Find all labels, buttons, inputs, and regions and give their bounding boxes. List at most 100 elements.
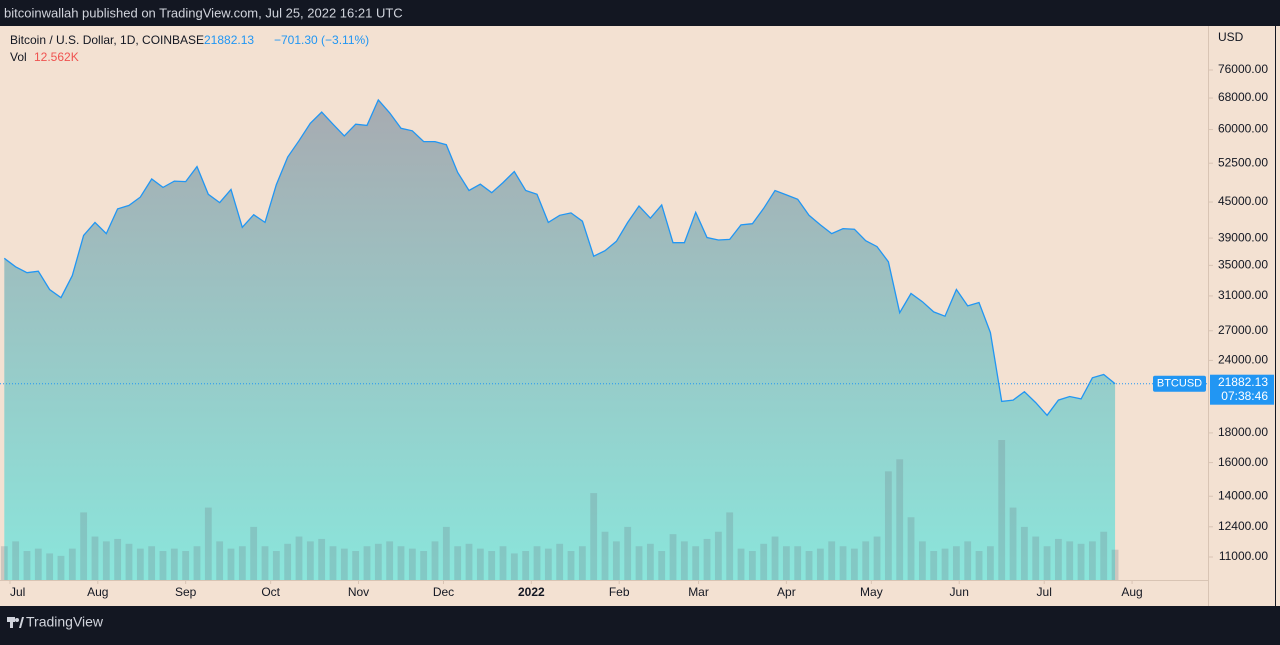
volume-bar — [896, 459, 904, 580]
volume-bar — [250, 526, 258, 580]
publisher: bitcoinwallah published on TradingView.c… — [4, 5, 403, 20]
volume-bar — [397, 546, 405, 580]
volume-bar — [91, 536, 99, 580]
y-tick-label: 31000.00 — [1218, 288, 1268, 302]
volume-bar — [272, 551, 280, 580]
volume-bar — [227, 548, 235, 580]
volume-bar — [465, 543, 473, 580]
legend-price: 21882.13 — [204, 33, 254, 47]
volume-bar — [125, 543, 133, 580]
volume-bar — [340, 548, 348, 580]
footer-bar — [0, 606, 1280, 640]
volume-bar — [1100, 531, 1108, 580]
y-tick-label: 16000.00 — [1218, 455, 1268, 469]
legend-vol-name: Vol — [10, 50, 27, 64]
x-tick-label: Oct — [261, 585, 280, 599]
volume-bar — [873, 536, 881, 580]
volume-bar — [148, 546, 156, 580]
volume-bar — [170, 548, 178, 580]
volume-bar — [850, 548, 858, 580]
volume-bar — [261, 546, 269, 580]
volume-bar — [102, 541, 110, 580]
volume-bar — [669, 534, 677, 580]
volume-bar — [284, 543, 292, 580]
volume-bar — [68, 548, 76, 580]
volume-bar — [57, 555, 65, 580]
volume-bar — [703, 538, 711, 580]
volume-bar — [510, 553, 518, 580]
y-tick-label: 45000.00 — [1218, 194, 1268, 208]
volume-bar — [522, 551, 530, 580]
volume-bar — [454, 546, 462, 580]
volume-bar — [646, 543, 654, 580]
x-tick-label: Mar — [688, 585, 709, 599]
volume-bar — [1077, 543, 1085, 580]
volume-bar — [374, 543, 382, 580]
y-tick-label: 68000.00 — [1218, 90, 1268, 104]
volume-bar — [862, 541, 870, 580]
countdown-label: 07:38:46 — [1221, 389, 1268, 403]
x-tick-label: Sep — [175, 585, 197, 599]
x-tick-label: Dec — [433, 585, 454, 599]
volume-bar — [431, 541, 439, 580]
y-tick-label: 27000.00 — [1218, 323, 1268, 337]
volume-bar — [442, 526, 450, 580]
volume-bar — [408, 548, 416, 580]
volume-bar — [1009, 507, 1017, 580]
volume-bar — [193, 546, 201, 580]
volume-bar — [1043, 546, 1051, 580]
y-tick-label: 76000.00 — [1218, 62, 1268, 76]
volume-bar — [760, 543, 768, 580]
volume-bar — [34, 548, 42, 580]
volume-bar — [306, 541, 314, 580]
volume-bar — [216, 541, 224, 580]
legend-title: Bitcoin / U.S. Dollar, 1D, COINBASE — [10, 33, 204, 47]
volume-bar — [714, 531, 722, 580]
volume-bar — [794, 546, 802, 580]
x-tick-label: May — [860, 585, 883, 599]
volume-bar — [680, 541, 688, 580]
volume-bar — [941, 548, 949, 580]
y-tick-label: 52500.00 — [1218, 155, 1268, 169]
volume-bar — [1066, 541, 1074, 580]
x-tick-label: Apr — [777, 585, 796, 599]
volume-bar — [884, 471, 892, 580]
volume-bar — [805, 551, 813, 580]
price-tag-label: 21882.13 — [1218, 375, 1268, 389]
volume-bar — [771, 536, 779, 580]
y-tick-label: 14000.00 — [1218, 488, 1268, 502]
x-tick-label: Jul — [1037, 585, 1052, 599]
volume-bar — [46, 553, 54, 580]
y-tick-label: 24000.00 — [1218, 353, 1268, 367]
volume-bar — [1111, 549, 1119, 580]
y-tick-label: 60000.00 — [1218, 122, 1268, 136]
volume-bar — [748, 551, 756, 580]
volume-bar — [1020, 526, 1028, 580]
volume-bar — [114, 538, 122, 580]
volume-bar — [952, 546, 960, 580]
volume-bar — [930, 551, 938, 580]
volume-bar — [318, 538, 326, 580]
x-tick-label: Jun — [950, 585, 969, 599]
y-tick-label: 12400.00 — [1218, 519, 1268, 533]
volume-bar — [182, 551, 190, 580]
volume-bar — [658, 551, 666, 580]
volume-bar — [567, 551, 575, 580]
volume-bar — [476, 548, 484, 580]
y-tick-label: 11000.00 — [1219, 549, 1268, 563]
y-tick-label: 18000.00 — [1218, 425, 1268, 439]
volume-bar — [998, 440, 1006, 580]
volume-bar — [828, 541, 836, 580]
volume-bar — [918, 541, 926, 580]
volume-bar — [204, 507, 212, 580]
volume-bar — [1054, 538, 1062, 580]
volume-bar — [136, 548, 144, 580]
x-tick-label: Aug — [1121, 585, 1142, 599]
volume-bar — [726, 512, 734, 580]
tv-logo — [7, 617, 24, 628]
volume-bar — [907, 517, 915, 580]
volume-bar — [816, 548, 824, 580]
volume-bar — [612, 541, 620, 580]
volume-bar — [1032, 536, 1040, 580]
